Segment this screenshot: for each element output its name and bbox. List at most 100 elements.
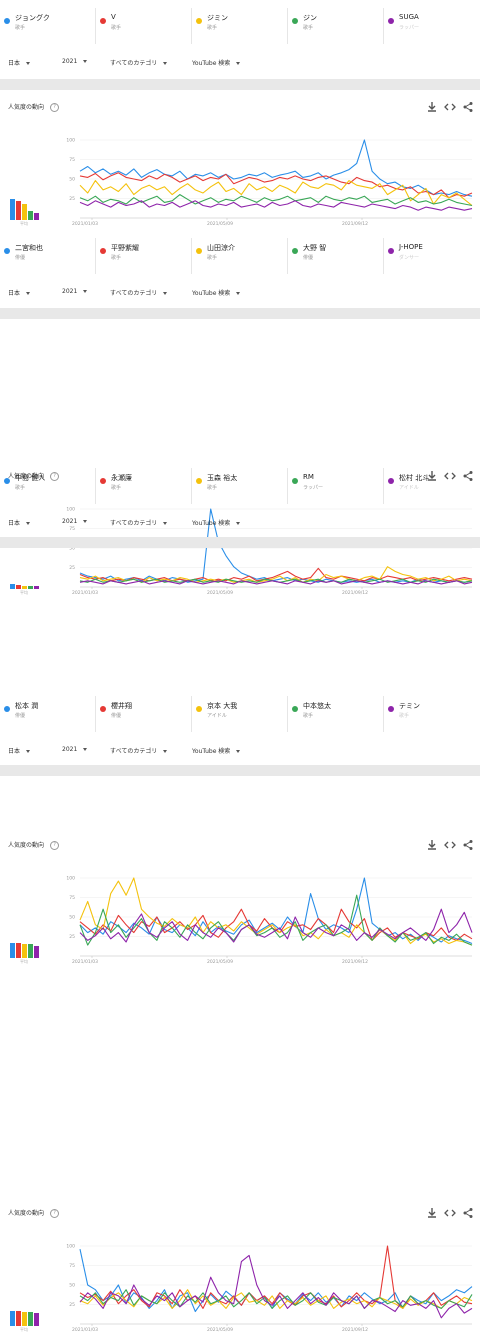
term-type: 俳優: [111, 713, 122, 719]
line-chart: 100 75 50 25 2021/01/03 2021/05/09 2021/09/12: [66, 507, 473, 596]
term-chip[interactable]: RM ラッパー: [288, 460, 384, 512]
term-name: ジン: [303, 14, 317, 22]
term-row: 松本 潤俳優 櫻井翔 俳優 京本 大我 アイドル 中本悠太 歌手 テミン 歌手: [0, 688, 480, 740]
region-select[interactable]: 日本: [8, 518, 31, 527]
term-color-dot: [196, 18, 202, 24]
term-divider: [287, 696, 288, 732]
term-chip[interactable]: 櫻井翔 俳優: [96, 688, 192, 740]
source-select[interactable]: YouTube 検索: [192, 518, 241, 527]
term-color-dot: [388, 18, 394, 24]
trend-card-4: 人気度の動向? 平均 100 75 50 25 2021/01/03 2021/05/09 20…: [0, 1196, 480, 1332]
x-tick-label: 2021/09/12: [342, 1327, 368, 1332]
term-type: 歌手: [303, 713, 314, 719]
term-color-dot: [196, 478, 202, 484]
y-tick-label: 50: [69, 177, 75, 183]
series-line: [79, 200, 473, 211]
term-chip[interactable]: 大野 智俳優: [288, 230, 384, 282]
term-chip[interactable]: 中本悠太 歌手: [288, 688, 384, 740]
series-line: [79, 566, 473, 583]
y-tick-label: 100: [66, 1244, 75, 1250]
embed-icon[interactable]: [444, 470, 456, 482]
term-color-dot: [196, 248, 202, 254]
download-icon[interactable]: [426, 101, 438, 113]
term-chip[interactable]: ジン 歌手: [288, 0, 384, 52]
term-chip[interactable]: J-HOPE ダンサー: [384, 230, 480, 282]
y-tick-label: 50: [69, 1283, 75, 1289]
filter-row: 日本 2021 すべてのカテゴリ YouTube 検索: [0, 52, 480, 76]
term-chip[interactable]: 山田涼介 歌手: [192, 230, 288, 282]
term-color-dot: [100, 248, 106, 254]
term-color-dot: [292, 478, 298, 484]
term-chip[interactable]: 永瀬廉 歌手: [96, 460, 192, 512]
term-name: 二宮和也: [15, 244, 43, 252]
download-icon[interactable]: [426, 470, 438, 482]
term-name: 中島 健人: [15, 474, 46, 482]
term-divider: [383, 238, 384, 274]
region-select[interactable]: 日本: [8, 288, 31, 297]
compare-terms-group-3: 中島 健人 歌手 永瀬廉 歌手 玉森 裕太 歌手 RM ラッパー 松村 北斗 アイドル 日本 20…: [0, 460, 480, 536]
term-chip[interactable]: 平野紫耀 歌手: [96, 230, 192, 282]
term-name: SUGA: [399, 13, 419, 21]
term-divider: [287, 468, 288, 504]
term-chip[interactable]: テミン 歌手: [384, 688, 480, 740]
term-type: 俳優: [15, 255, 26, 261]
region-select[interactable]: 日本: [8, 746, 31, 755]
term-type: ダンサー: [399, 255, 420, 261]
term-type: 歌手: [303, 25, 314, 31]
term-chip[interactable]: 京本 大我 アイドル: [192, 688, 288, 740]
line-chart: 100 75 50 25 2021/01/03 2021/05/09 2021/09/12: [66, 1244, 473, 1332]
category-select[interactable]: すべてのカテゴリ: [110, 58, 168, 67]
average-bars: 平均: [10, 547, 50, 595]
x-tick-label: 2021/09/12: [342, 590, 368, 596]
term-chip[interactable]: SUGA ラッパー: [384, 0, 480, 52]
x-tick-label: 2021/01/03: [72, 1327, 98, 1332]
average-bar: [10, 199, 15, 220]
term-chip[interactable]: V 歌手: [96, 0, 192, 52]
source-select[interactable]: YouTube 検索: [192, 288, 241, 297]
year-select[interactable]: 2021: [62, 518, 88, 525]
category-select[interactable]: すべてのカテゴリ: [110, 746, 168, 755]
download-icon[interactable]: [426, 839, 438, 851]
term-chip[interactable]: ジョングク 歌手: [0, 0, 96, 52]
embed-icon[interactable]: [444, 839, 456, 851]
filter-row: 日本 2021 すべてのカテゴリ YouTube 検索: [0, 740, 480, 764]
help-icon[interactable]: ?: [50, 841, 60, 850]
term-chip[interactable]: 松本 潤俳優: [0, 688, 96, 740]
year-select[interactable]: 2021: [62, 288, 88, 295]
term-color-dot: [4, 18, 10, 24]
share-icon[interactable]: [462, 839, 474, 851]
y-tick-label: 75: [69, 1263, 75, 1269]
divider: [0, 308, 480, 319]
term-divider: [287, 238, 288, 274]
term-color-dot: [100, 18, 106, 24]
term-chip[interactable]: 松村 北斗 アイドル: [384, 460, 480, 512]
source-select[interactable]: YouTube 検索: [192, 58, 241, 67]
source-select[interactable]: YouTube 検索: [192, 746, 241, 755]
trend-card-3: 人気度の動向? 平均 100 75 50 25 2021/01/03 2021/05/09 20…: [0, 828, 480, 968]
help-icon[interactable]: ?: [50, 103, 60, 112]
term-chip[interactable]: 二宮和也 俳優: [0, 230, 96, 282]
term-chip[interactable]: 中島 健人 歌手: [0, 460, 96, 512]
average-bar: [34, 213, 39, 220]
term-chip[interactable]: ジミン 歌手: [192, 0, 288, 52]
term-name: 平野紫耀: [111, 244, 139, 252]
term-type: 歌手: [111, 255, 122, 261]
x-tick-label: 2021/01/03: [72, 221, 98, 227]
year-select[interactable]: 2021: [62, 58, 88, 65]
region-select[interactable]: 日本: [8, 58, 31, 67]
share-icon[interactable]: [462, 470, 474, 482]
card-actions: [420, 98, 474, 117]
card-actions: [420, 467, 474, 486]
term-type: 歌手: [15, 25, 26, 31]
term-divider: [191, 238, 192, 274]
share-icon[interactable]: [462, 101, 474, 113]
category-select[interactable]: すべてのカテゴリ: [110, 518, 168, 527]
average-bar: [28, 210, 33, 220]
year-select[interactable]: 2021: [62, 746, 88, 753]
category-select[interactable]: すべてのカテゴリ: [110, 288, 168, 297]
term-color-dot: [292, 706, 298, 712]
series-line: [79, 1254, 473, 1319]
help-icon[interactable]: ?: [50, 472, 60, 481]
embed-icon[interactable]: [444, 101, 456, 113]
term-chip[interactable]: 玉森 裕太 歌手: [192, 460, 288, 512]
